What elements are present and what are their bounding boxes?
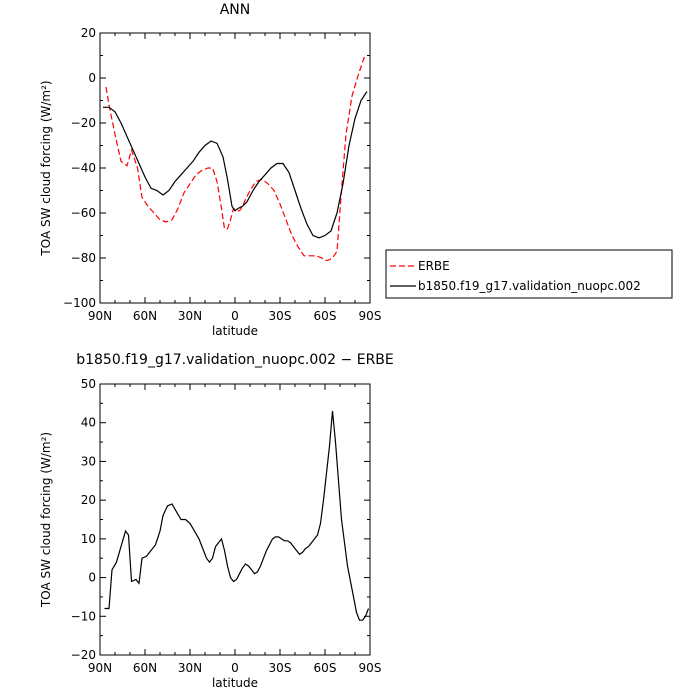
y-tick-label: 50: [81, 377, 96, 391]
y-axis-label: TOA SW cloud forcing (W/m²): [39, 80, 53, 256]
plot-frame: [99, 383, 371, 656]
y-tick-label: −20: [71, 116, 96, 130]
series-line-model: [104, 411, 370, 621]
x-tick-label: 60S: [314, 661, 337, 675]
x-tick-label: 30S: [269, 661, 292, 675]
y-tick-label: 20: [81, 26, 96, 40]
y-tick-label: 40: [81, 416, 96, 430]
panel-ann: ANN 90N 60N 30N 0 30S 60S 90S −100 −80 −60 −40 −20 0 2…: [39, 2, 381, 338]
x-tick-label: 30N: [178, 661, 202, 675]
x-tick-label: 60N: [133, 309, 157, 323]
legend-label-erbe: ERBE: [418, 259, 450, 273]
x-tick-label: 90N: [88, 309, 112, 323]
y-tick-label: −20: [71, 648, 96, 662]
x-tick-label: 90N: [88, 661, 112, 675]
x-tick-label: 30S: [269, 309, 292, 323]
series-line-erbe: [105, 57, 367, 261]
y-tick-label: −10: [71, 609, 96, 623]
x-axis-label: latitude: [212, 324, 258, 338]
x-tick-label: 0: [231, 661, 239, 675]
series-line-model: [103, 91, 368, 239]
y-tick-label: 20: [81, 493, 96, 507]
chart-title: b1850.f19_g17.validation_nuopc.002 − ERB…: [76, 352, 394, 368]
y-tick-label: −40: [71, 161, 96, 175]
x-tick-label: 0: [231, 309, 239, 323]
legend: ERBE b1850.f19_g17.validation_nuopc.002: [385, 249, 673, 299]
x-tick-label: 90S: [359, 309, 382, 323]
chart-title: ANN: [220, 2, 251, 18]
y-tick-label: 10: [81, 532, 96, 546]
y-tick-label: 30: [81, 454, 96, 468]
y-tick-label: 0: [88, 71, 96, 85]
x-tick-label: 60S: [314, 309, 337, 323]
y-tick-label: −80: [71, 251, 96, 265]
x-tick-label: 90S: [359, 661, 382, 675]
x-tick-label: 30N: [178, 309, 202, 323]
legend-label-model: b1850.f19_g17.validation_nuopc.002: [418, 279, 641, 293]
y-tick-label: −60: [71, 206, 96, 220]
y-tick-label: −100: [63, 296, 96, 310]
y-tick-label: 0: [88, 571, 96, 585]
legend-box: [385, 249, 673, 299]
x-axis-label: latitude: [212, 676, 258, 690]
panel-difference: b1850.f19_g17.validation_nuopc.002 − ERB…: [39, 352, 394, 690]
x-tick-label: 60N: [133, 661, 157, 675]
y-axis-label: TOA SW cloud forcing (W/m²): [39, 432, 53, 608]
